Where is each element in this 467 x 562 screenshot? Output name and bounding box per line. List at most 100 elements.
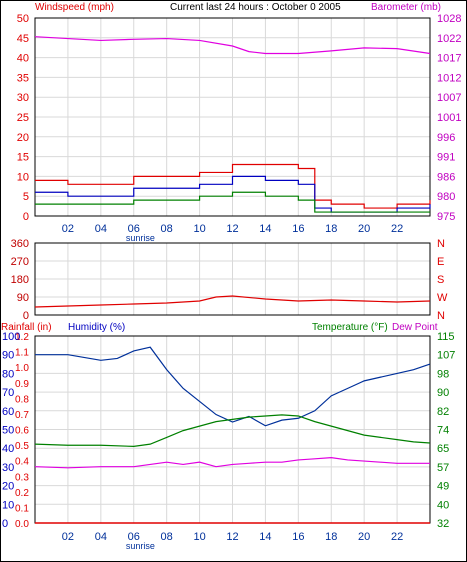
humidity-tick-label: 60 <box>2 406 14 418</box>
rainfall-tick-label: 0.8 <box>15 394 29 405</box>
temperature-tick-label: 74 <box>437 425 449 437</box>
rainfall-tick-label: 0.4 <box>15 457 29 468</box>
x-tick-label: 06 <box>128 531 140 543</box>
x-tick-label: 12 <box>226 223 238 235</box>
right-tick-label: 1022 <box>437 33 461 45</box>
rainfall-tick-label: 0.2 <box>15 488 29 499</box>
humidity-tick-label: 0 <box>2 518 8 530</box>
left-tick-label: 45 <box>17 33 29 45</box>
rainfall-tick-label: 1.1 <box>15 348 29 359</box>
chart-title: Current last 24 hours : October 0 2005 <box>170 2 341 13</box>
plot-border <box>34 242 431 316</box>
x-tick-label: 04 <box>95 223 107 235</box>
temperature-tick-label: 98 <box>437 368 449 380</box>
temperature-line <box>34 414 431 447</box>
humidity-tick-label: 70 <box>2 387 14 399</box>
rainfall-tick-label: 0.3 <box>15 472 29 483</box>
x-tick-label: 02 <box>62 223 74 235</box>
rainfall-tick-label: 1.0 <box>15 363 29 374</box>
rainfall-tick-label: 0.0 <box>15 519 29 530</box>
direction-tick-label: 360 <box>11 238 29 250</box>
right-tick-label: 1012 <box>437 72 461 84</box>
temperature-axis-label: Temperature (°F) <box>312 322 388 333</box>
right-tick-label: 996 <box>437 132 455 144</box>
left-tick-label: 30 <box>17 92 29 104</box>
x-tick-label: 08 <box>161 223 173 235</box>
rainfall-tick-label: 0.7 <box>15 410 29 421</box>
x-tick-label: 06 <box>128 223 140 235</box>
x-tick-label: 18 <box>325 223 337 235</box>
humidity-tick-label: 90 <box>2 350 14 362</box>
humidity-tick-label: 40 <box>2 443 14 455</box>
sunrise-label: sunrise <box>126 541 155 551</box>
temperature-tick-label: 49 <box>437 481 449 493</box>
compass-tick-label: N <box>437 238 445 250</box>
rainfall-tick-label: 1.2 <box>15 332 29 343</box>
x-tick-label: 14 <box>259 531 271 543</box>
dewpoint-axis-label: Dew Point <box>392 322 438 333</box>
temperature-tick-label: 40 <box>437 499 449 511</box>
rainfall-tick-label: 0.6 <box>15 426 29 437</box>
direction-tick-label: 270 <box>11 256 29 268</box>
direction-tick-label: 90 <box>17 292 29 304</box>
right-tick-label: 980 <box>437 191 455 203</box>
x-tick-label: 08 <box>161 531 173 543</box>
rainfall-tick-label: 0.5 <box>15 441 29 452</box>
temperature-tick-label: 32 <box>437 518 449 530</box>
right-tick-label: 1007 <box>437 92 461 104</box>
temperature-tick-label: 115 <box>437 331 455 343</box>
compass-tick-label: E <box>437 256 444 268</box>
humidity-tick-label: 100 <box>2 331 20 343</box>
humidity-tick-label: 20 <box>2 481 14 493</box>
x-tick-label: 14 <box>259 223 271 235</box>
barometer-axis-label: Barometer (mb) <box>371 2 441 13</box>
rainfall-tick-label: 0.9 <box>15 379 29 390</box>
temperature-tick-label: 65 <box>437 443 449 455</box>
right-tick-label: 991 <box>437 152 455 164</box>
compass-tick-label: N <box>437 310 445 322</box>
plot-border <box>34 17 431 217</box>
compass-tick-label: W <box>437 292 448 304</box>
x-tick-label: 16 <box>292 531 304 543</box>
humidity-tick-label: 10 <box>2 499 14 511</box>
humidity-temperature-panel: 0.0 0.1 0.2 0.3 0.4 0.5 0.6 0.7 0.8 0.9 1.0 1.1 1.2 0… <box>2 331 455 551</box>
windspeed-axis-label: Windspeed (mph) <box>35 2 114 13</box>
x-tick-label: 02 <box>62 531 74 543</box>
right-tick-label: 1028 <box>437 13 461 25</box>
x-tick-label: 10 <box>193 531 205 543</box>
dewpoint-line <box>34 457 430 469</box>
x-tick-label: 16 <box>292 223 304 235</box>
right-tick-label: 1001 <box>437 112 461 124</box>
left-tick-label: 40 <box>17 53 29 65</box>
left-tick-label: 0 <box>23 211 29 223</box>
x-tick-label: 20 <box>358 531 370 543</box>
wind-direction-line <box>34 295 431 308</box>
rainfall-tick-label: 0.1 <box>15 503 29 514</box>
x-tick-label: 22 <box>391 223 403 235</box>
left-tick-label: 25 <box>17 112 29 124</box>
sunrise-label: sunrise <box>126 233 155 243</box>
temperature-tick-label: 82 <box>437 406 449 418</box>
temperature-tick-label: 90 <box>437 387 449 399</box>
x-tick-label: 20 <box>358 223 370 235</box>
x-tick-label: 10 <box>193 223 205 235</box>
left-tick-label: 10 <box>17 171 29 183</box>
humidity-tick-label: 50 <box>2 425 14 437</box>
humidity-tick-label: 30 <box>2 462 14 474</box>
humidity-tick-label: 80 <box>2 368 14 380</box>
wind-barometer-panel: 0 5 10 15 20 25 30 35 40 45 50 975 980 986 991 996 1001 1… <box>17 13 462 243</box>
compass-tick-label: S <box>437 274 444 286</box>
x-tick-label: 12 <box>226 531 238 543</box>
left-tick-label: 20 <box>17 132 29 144</box>
x-tick-label: 22 <box>391 531 403 543</box>
temperature-tick-label: 107 <box>437 350 455 362</box>
x-tick-label: 18 <box>325 531 337 543</box>
right-tick-label: 975 <box>437 211 455 223</box>
left-tick-label: 50 <box>17 13 29 25</box>
right-tick-label: 986 <box>437 171 455 183</box>
right-tick-label: 1017 <box>437 53 461 65</box>
humidity-axis-label: Humidity (%) <box>68 322 125 333</box>
